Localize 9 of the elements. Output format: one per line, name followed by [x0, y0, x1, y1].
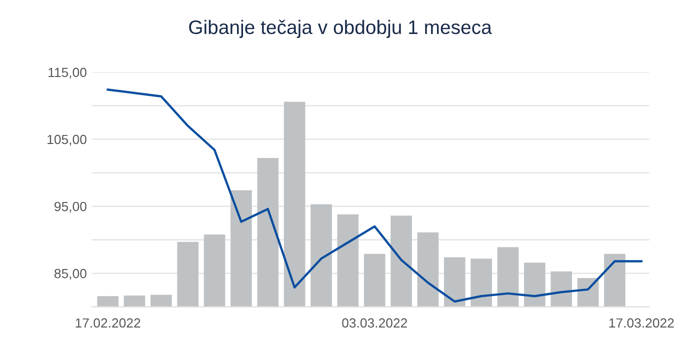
x-tick-label: 03.03.2022 [342, 318, 407, 328]
line-series [106, 88, 643, 303]
chart-title: Gibanje tečaja v obdobju 1 meseca [189, 20, 492, 38]
x-tick-label: 17.02.2022 [76, 318, 140, 328]
y-tick-label: 105,00 [48, 134, 86, 146]
y-tick-label: 115,00 [48, 68, 86, 79]
y-tick-label: 85,00 [54, 268, 86, 280]
x-tick-label: 17.03.2022 [609, 318, 674, 328]
y-tick-label: 95,00 [54, 202, 86, 213]
